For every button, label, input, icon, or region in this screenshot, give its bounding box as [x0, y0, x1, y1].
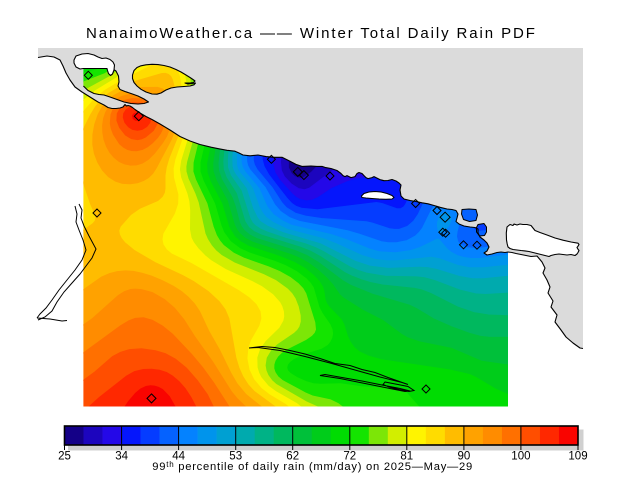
- svg-text:62: 62: [286, 451, 299, 463]
- svg-text:100: 100: [511, 451, 530, 463]
- svg-text:109: 109: [568, 451, 587, 463]
- svg-text:90: 90: [458, 451, 471, 463]
- svg-text:99th percentile of daily rain: 99th percentile of daily rain (mm/day) o…: [152, 460, 473, 473]
- svg-text:44: 44: [172, 451, 185, 463]
- svg-text:25: 25: [58, 451, 71, 463]
- svg-text:NanaimoWeather.ca —— Winter To: NanaimoWeather.ca —— Winter Total Daily …: [86, 25, 537, 42]
- svg-text:81: 81: [400, 451, 413, 463]
- svg-text:34: 34: [115, 451, 128, 463]
- svg-text:53: 53: [229, 451, 242, 463]
- svg-text:72: 72: [343, 451, 356, 463]
